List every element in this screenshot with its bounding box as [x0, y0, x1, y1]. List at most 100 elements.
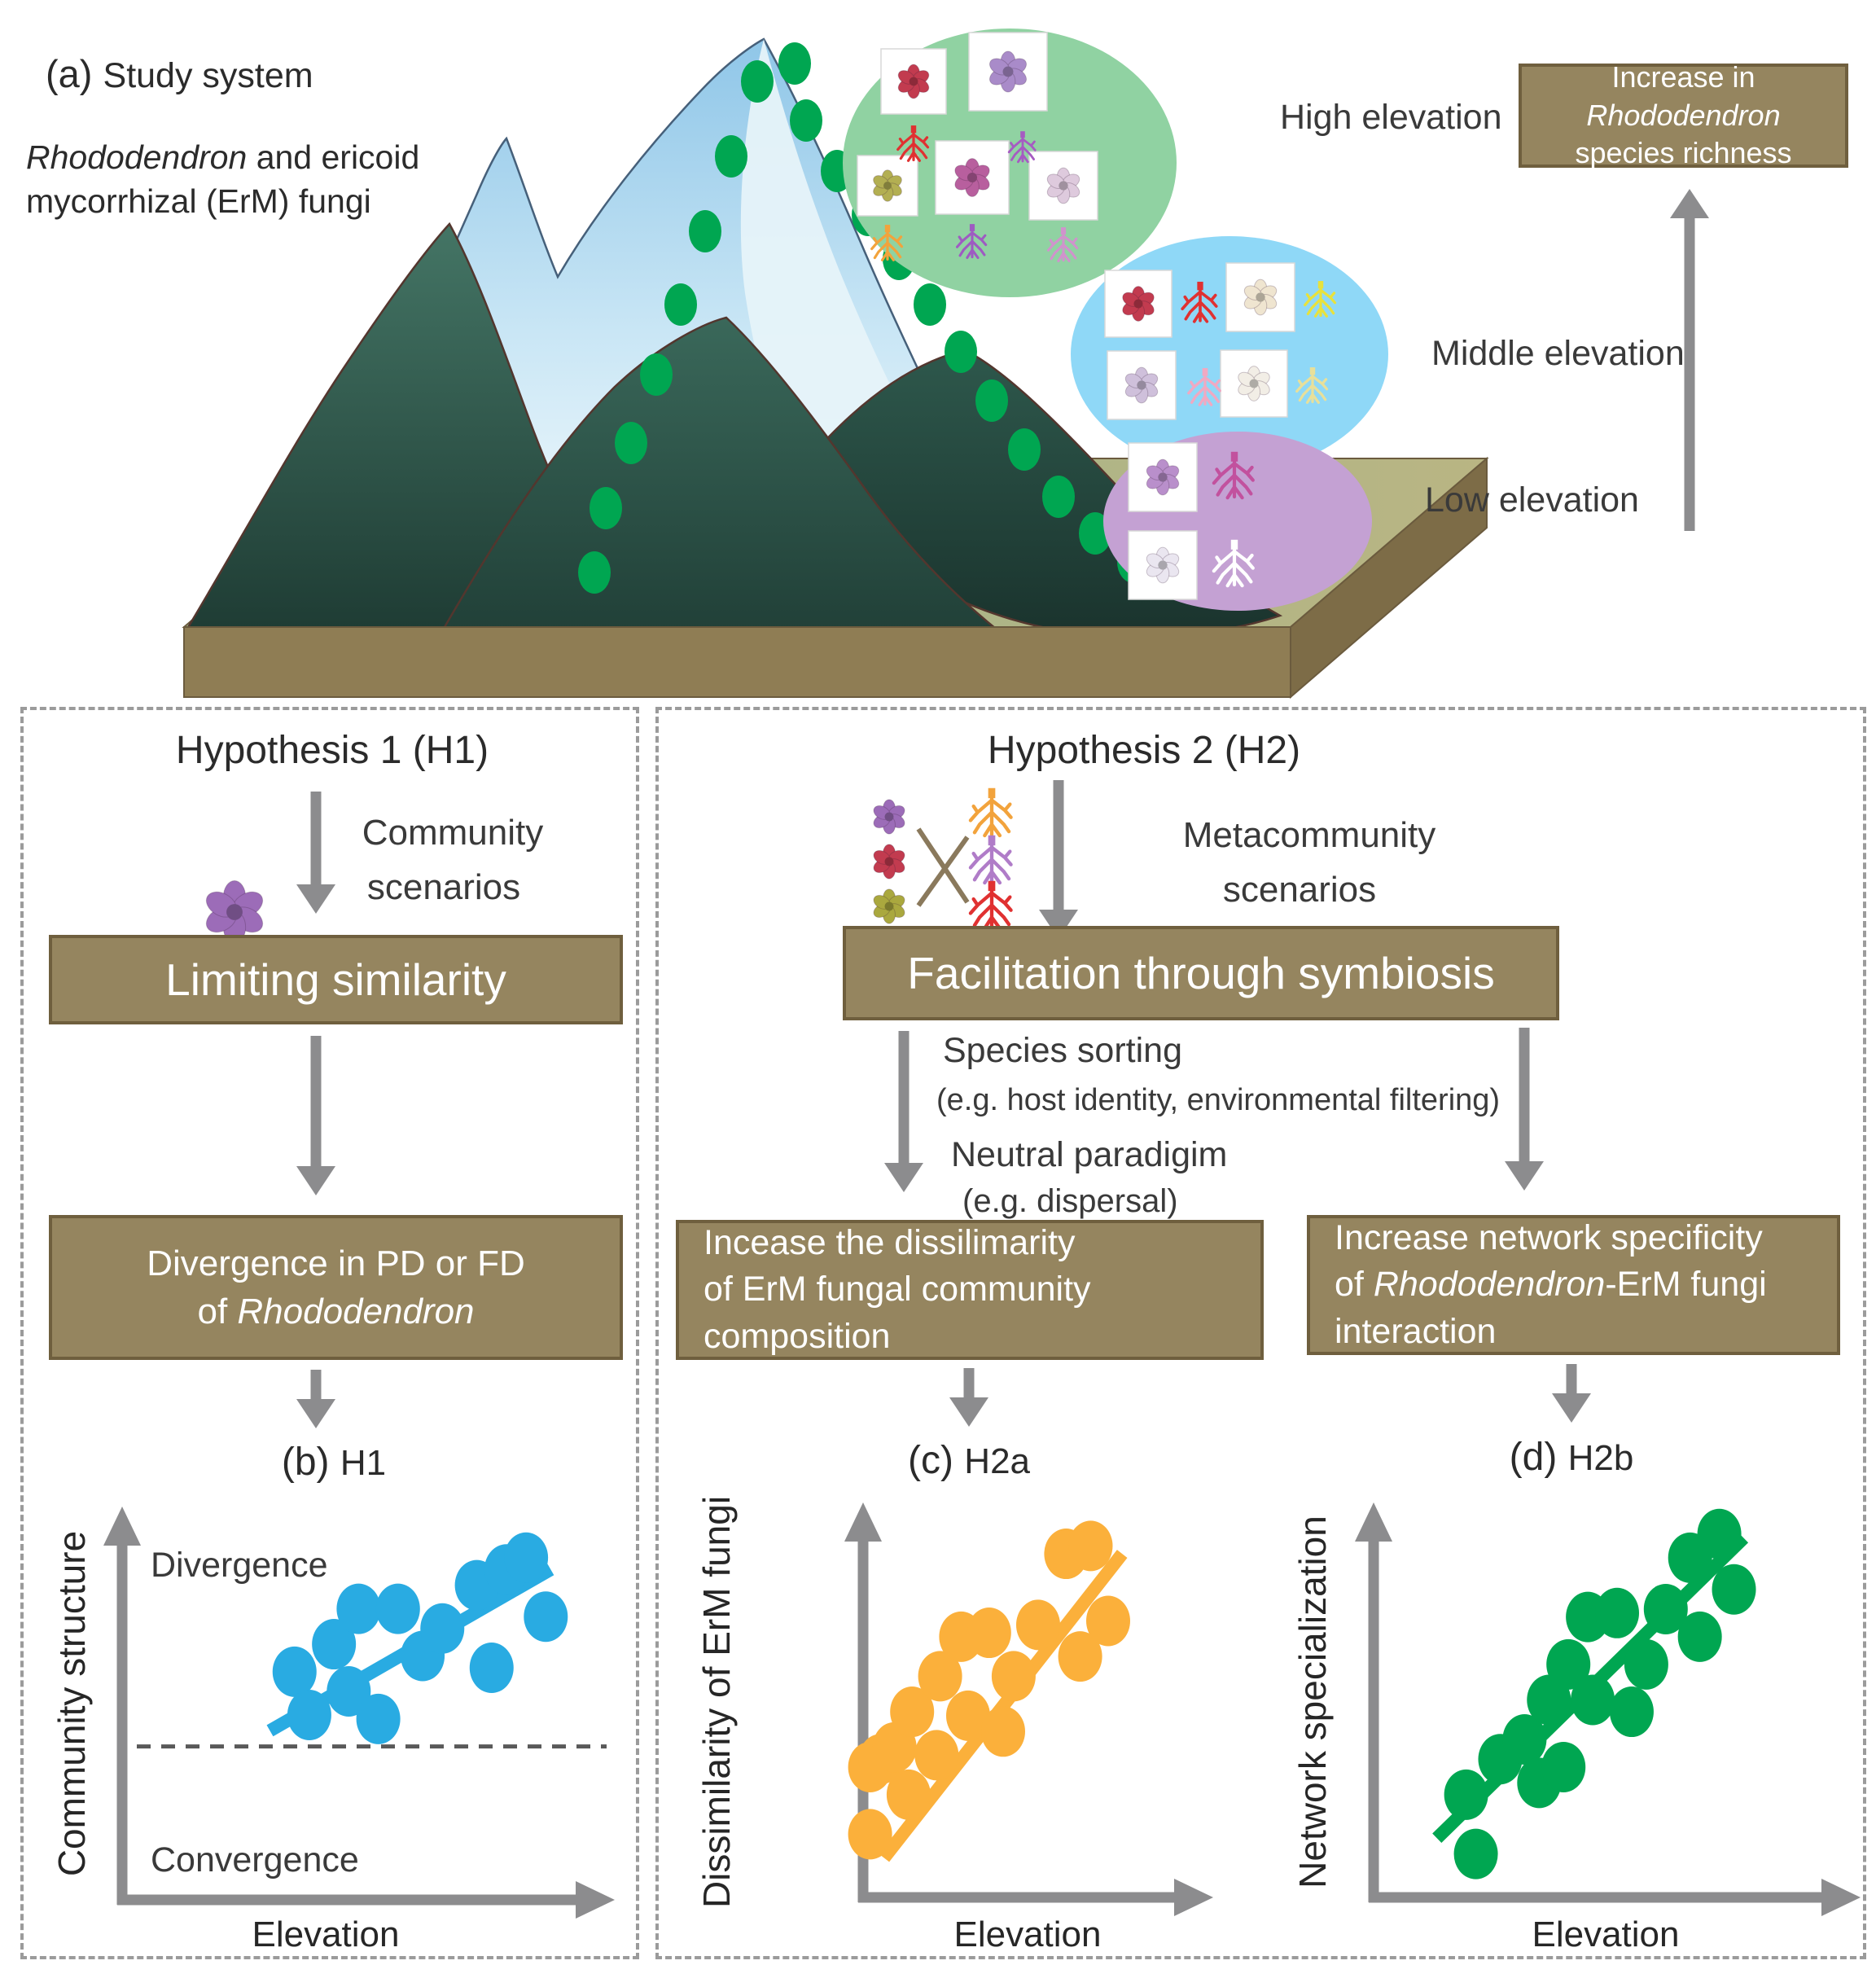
sample-site-dot: [790, 99, 822, 142]
h1-title: Hypothesis 1 (H1): [175, 729, 489, 772]
data-point: [918, 1651, 962, 1702]
h1-box-divergence-line1: Divergence in PD or FD: [147, 1243, 525, 1283]
plot-c-title: (c) H2a: [907, 1439, 1031, 1482]
h1-short-arrow-icon: [296, 1370, 335, 1428]
link-line: [916, 827, 970, 904]
x-axis-arrowhead-icon: [1174, 1879, 1213, 1916]
flower-icon: [1146, 546, 1180, 584]
data-point: [991, 1651, 1036, 1702]
label-high-elevation: High elevation: [1280, 98, 1502, 137]
flower-icon: [954, 158, 990, 197]
sample-site-dot: [664, 283, 697, 326]
elevation-community-oval-middle: [1071, 236, 1388, 472]
flower-icon: [1124, 366, 1159, 404]
data-point: [1697, 1508, 1742, 1559]
data-point: [848, 1809, 892, 1860]
root-icon: [1181, 281, 1218, 323]
label-middle-elevation: Middle elevation: [1431, 334, 1685, 373]
sample-site-dot: [945, 331, 977, 373]
h2-neutral-paradigm: Neutral paradigim: [951, 1135, 1228, 1174]
h1-box-limiting-similarity: Limiting similarity: [49, 935, 623, 1024]
data-point: [1677, 1611, 1722, 1662]
data-point: [1086, 1595, 1130, 1647]
root-icon: [968, 835, 1013, 885]
data-point: [966, 1608, 1011, 1659]
elevation-transect-dots: [578, 42, 1150, 594]
sample-site-dot: [1008, 428, 1041, 471]
flower-icon: [1146, 458, 1180, 496]
plot-d-xlabel: Elevation: [1532, 1915, 1680, 1954]
data-point: [1502, 1714, 1547, 1765]
hypothesis2-panel: [655, 707, 1866, 1959]
h2a-box-dissimilarity: Incease the dissilimarity of ErM fungal …: [676, 1220, 1264, 1360]
data-point: [420, 1603, 465, 1654]
h2-down-arrow-icon: [1039, 780, 1078, 939]
x-axis-arrowhead-icon: [576, 1881, 615, 1919]
x-axis-arrowhead-icon: [1821, 1879, 1861, 1916]
y-axis-arrowhead-icon: [844, 1502, 882, 1542]
panel-a-letter: (a): [46, 52, 93, 95]
plot-d-title: (d) H2b: [1509, 1436, 1634, 1479]
elevation-community-oval-low: [1103, 432, 1372, 611]
scatter-plot-d: [1355, 1502, 1861, 1916]
data-point: [981, 1706, 1025, 1757]
root-icon: [1007, 131, 1037, 164]
flower-icon: [1243, 279, 1278, 316]
data-point: [1546, 1638, 1591, 1690]
platform-right-face: [1290, 456, 1488, 700]
data-point: [356, 1693, 401, 1744]
flower-icon: [1238, 366, 1270, 401]
link-line: [916, 836, 970, 907]
flower-icon: [873, 799, 905, 835]
h2-flower-root-network-icon: [873, 787, 1013, 931]
flower-icon: [1122, 286, 1155, 322]
plot-b-divergence-label: Divergence: [151, 1546, 328, 1585]
flower-photo-box: [1128, 442, 1198, 512]
h2-title: Hypothesis 2 (H2): [987, 729, 1301, 772]
h2a-short-arrow-icon: [949, 1368, 988, 1427]
plot-b-title: (b) H1: [281, 1441, 387, 1484]
y-axis-arrowhead-icon: [103, 1507, 141, 1546]
elevation-community-ovals: [843, 29, 1388, 611]
panel-a-title: (a) Study system: [46, 52, 313, 95]
data-point: [336, 1583, 381, 1634]
label-low-elevation: Low elevation: [1425, 480, 1639, 520]
data-point: [914, 1730, 959, 1781]
h1-arrow-label-line1: Community: [362, 813, 544, 853]
data-point: [1571, 1674, 1615, 1726]
data-point: [375, 1583, 420, 1634]
plot-c-xlabel: Elevation: [953, 1915, 1102, 1954]
h1-arrow-label-line2: scenarios: [366, 867, 521, 907]
h2-species-sorting-eg: (e.g. host identity, environmental filte…: [936, 1083, 1501, 1117]
data-point: [1058, 1631, 1102, 1682]
data-point: [946, 1690, 990, 1741]
sample-site-dot: [1079, 512, 1111, 555]
data-point: [890, 1686, 935, 1738]
h1-box-divergence-line2: of Rhododendron: [197, 1292, 475, 1331]
richness-box-line2: species richness: [1575, 136, 1792, 170]
data-point: [1712, 1564, 1756, 1615]
root-icon: [968, 880, 1013, 931]
h1-down-arrow-icon: [296, 792, 335, 914]
root-icon: [896, 125, 930, 162]
scatter-plot-c: [844, 1502, 1213, 1916]
data-point: [1453, 1828, 1498, 1879]
scatter-plot-b: [103, 1507, 615, 1919]
sample-site-dot: [741, 60, 774, 103]
data-point: [287, 1689, 331, 1740]
richness-box: Increase in Rhododendron species richnes…: [1519, 60, 1848, 169]
panel-a-subtitle-line2: mycorrhizal (ErM) fungi: [26, 182, 371, 220]
h2-species-sorting: Species sorting: [943, 1031, 1182, 1070]
sample-site-dot: [778, 42, 811, 85]
flower-icon: [873, 844, 905, 879]
data-point: [1541, 1741, 1586, 1792]
elevation-community-oval-high: [843, 29, 1177, 297]
hypothesis1-panel: [20, 707, 639, 1959]
h2-right-arrow-icon: [1505, 1028, 1544, 1191]
sample-site-dot: [615, 422, 647, 464]
data-point: [1068, 1520, 1113, 1572]
h2-left-arrow-icon: [884, 1031, 923, 1192]
scatter-plots: [103, 1502, 1861, 1919]
